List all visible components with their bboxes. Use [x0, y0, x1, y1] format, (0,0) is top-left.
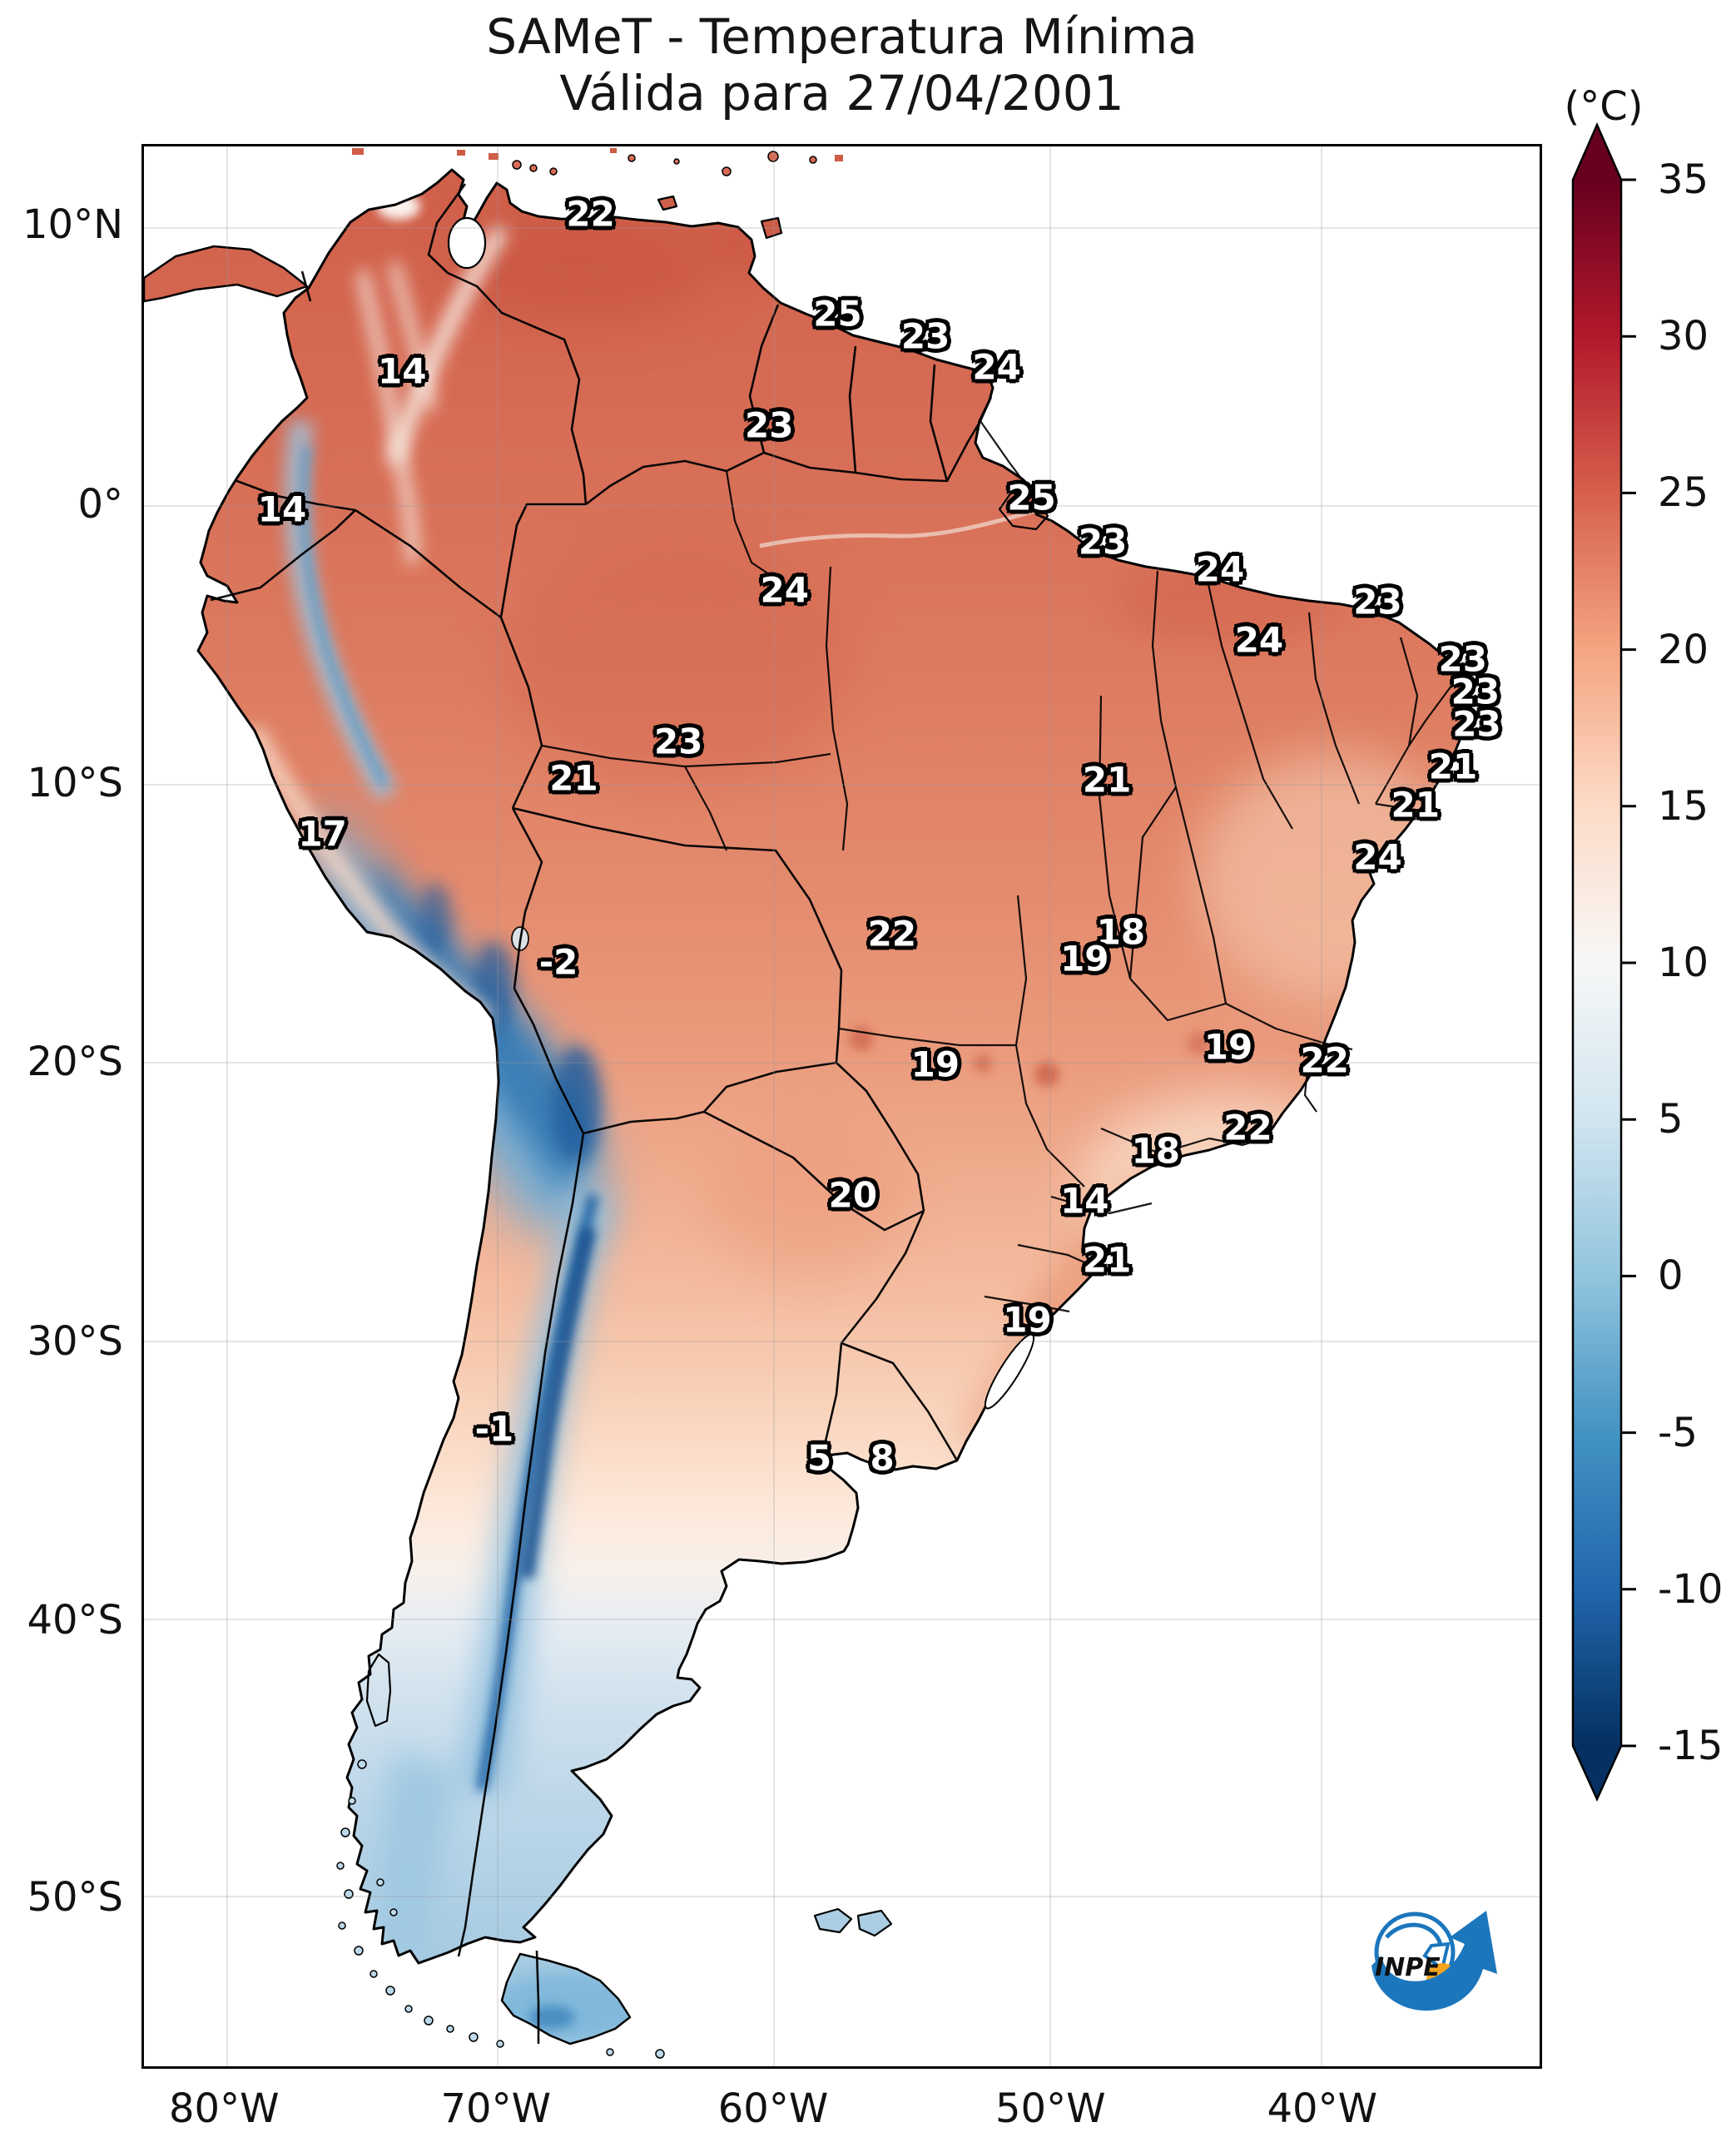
- colorbar-tick-label: 15: [1658, 782, 1709, 830]
- temperature-label: 22: [566, 193, 615, 235]
- temperature-label: 23: [654, 721, 703, 762]
- temperature-label: 14: [257, 488, 307, 530]
- temperature-label: 22: [1300, 1039, 1349, 1081]
- lat-tick-label: 20°S: [27, 1039, 123, 1086]
- temperature-label: 24: [1195, 548, 1245, 590]
- gridline-lon: [497, 146, 499, 2066]
- lat-tick-label: 50°S: [27, 1874, 123, 1921]
- temperature-label: 22: [1223, 1107, 1272, 1148]
- gridline-lat: [144, 226, 1540, 229]
- gridline-lat: [144, 1340, 1540, 1342]
- small-islands: [336, 148, 843, 2059]
- temperature-label: 23: [1452, 703, 1501, 745]
- temperature-label: 24: [1234, 619, 1284, 661]
- temperature-label: 19: [1203, 1026, 1253, 1068]
- gridline-lat: [144, 1895, 1540, 1897]
- colorbar-tick-label: 10: [1658, 940, 1709, 986]
- page-title: SAMeT - Temperatura Mínima Válida para 2…: [141, 8, 1542, 121]
- temperature-label: 23: [1438, 638, 1487, 680]
- map-frame: 22 25 23 24 14 23 14 25 23 24 23 24 24 23 23 23 21 21 23 21…: [141, 144, 1542, 2069]
- temperature-label: 24: [1353, 836, 1402, 878]
- gridline-lon: [773, 146, 776, 2066]
- country-borders: [210, 183, 993, 2044]
- gridline-lon: [226, 146, 228, 2066]
- temperature-label: 21: [1082, 1239, 1132, 1281]
- temperature-label: -2: [538, 941, 578, 983]
- colorbar-tick-label: 0: [1658, 1252, 1684, 1300]
- colorbar-tick-label: 25: [1658, 469, 1709, 517]
- colorbar-unit-label: (°C): [1564, 83, 1644, 130]
- temperature-label: 21: [1082, 759, 1132, 801]
- title-line-1: SAMeT - Temperatura Mínima: [486, 8, 1198, 65]
- lat-tick-label: 0°: [77, 480, 123, 528]
- temperature-label: 24: [972, 346, 1021, 388]
- temperature-field: [144, 170, 1467, 2044]
- lon-tick-label: 60°W: [717, 2085, 829, 2132]
- temperature-label: 8: [870, 1437, 895, 1479]
- temperature-label: 22: [867, 913, 917, 955]
- temperature-label: 5: [807, 1437, 832, 1479]
- temperature-label: 25: [1007, 477, 1056, 518]
- state-borders: [541, 420, 1457, 1313]
- temperature-label: 20: [828, 1174, 878, 1216]
- temperature-label: 23: [745, 404, 794, 445]
- colorbar-tick-marks: [1621, 178, 1636, 1748]
- colorbar-tick-label: -5: [1658, 1409, 1698, 1456]
- colorbar-tick-label: 20: [1658, 626, 1709, 673]
- gridline-lat: [144, 783, 1540, 786]
- temperature-label: 19: [1060, 938, 1109, 979]
- colorbar-tick-label: 5: [1658, 1096, 1684, 1143]
- colorbar-tick-label: -10: [1658, 1565, 1724, 1613]
- lon-tick-label: 70°W: [440, 2085, 552, 2132]
- temperature-label: 23: [1451, 671, 1500, 712]
- colorbar-tick-label: 30: [1658, 313, 1709, 360]
- temperature-label: 17: [298, 813, 347, 855]
- south-america-map: 22 25 23 24 14 23 14 25 23 24 23 24 24 23 23 23 21 21 23 21…: [144, 146, 1540, 2066]
- lon-tick-label: 50°W: [994, 2085, 1106, 2132]
- temperature-label: 25: [813, 293, 862, 335]
- lat-tick-label: 40°S: [27, 1597, 123, 1644]
- logo-swoosh-arrow-icon: [1371, 1911, 1497, 2011]
- lat-tick-label: 10°S: [27, 759, 123, 806]
- gridline-lon: [1049, 146, 1052, 2066]
- temperature-label: 18: [1131, 1130, 1181, 1172]
- colorbar-tick-label: -15: [1658, 1723, 1724, 1769]
- colorbar-bar: [1571, 121, 1623, 1802]
- latitude-axis: 10°N 0° 10°S 20°S 30°S 40°S 50°S: [0, 144, 128, 2069]
- temperature-field-map: [144, 148, 1469, 2059]
- temperature-label: 21: [1391, 784, 1440, 826]
- inpe-logo: INPE: [1371, 1911, 1497, 2011]
- gridline-lat: [144, 505, 1540, 508]
- lakes: [447, 216, 1035, 1410]
- lat-tick-label: 30°S: [27, 1317, 123, 1365]
- temperature-label: 23: [1353, 581, 1402, 622]
- colorbar-tick-label: 35: [1658, 156, 1709, 203]
- title-line-2: Válida para 27/04/2001: [559, 65, 1124, 121]
- temperature-label: 14: [1060, 1180, 1109, 1222]
- temperature-label: 23: [900, 315, 950, 357]
- temperature-label: 14: [378, 350, 427, 392]
- logo-text: INPE: [1375, 1953, 1441, 1982]
- gridline-lat: [144, 1619, 1540, 1621]
- temperature-label: 19: [910, 1044, 960, 1085]
- lon-tick-label: 80°W: [169, 2085, 280, 2132]
- lon-tick-label: 40°W: [1267, 2085, 1378, 2132]
- temperature-label: 23: [1078, 521, 1128, 563]
- temperature-label: 21: [1428, 746, 1478, 787]
- gridline-lon: [1320, 146, 1322, 2066]
- temperature-label: 24: [760, 569, 809, 611]
- temperature-label: 19: [1003, 1299, 1052, 1341]
- gridline-lat: [144, 1062, 1540, 1064]
- lat-tick-label: 10°N: [22, 201, 123, 249]
- temperature-label: 21: [549, 757, 598, 799]
- temperature-label: 18: [1096, 911, 1146, 953]
- colorbar: [1571, 121, 1636, 1802]
- temperature-label: -1: [474, 1408, 514, 1450]
